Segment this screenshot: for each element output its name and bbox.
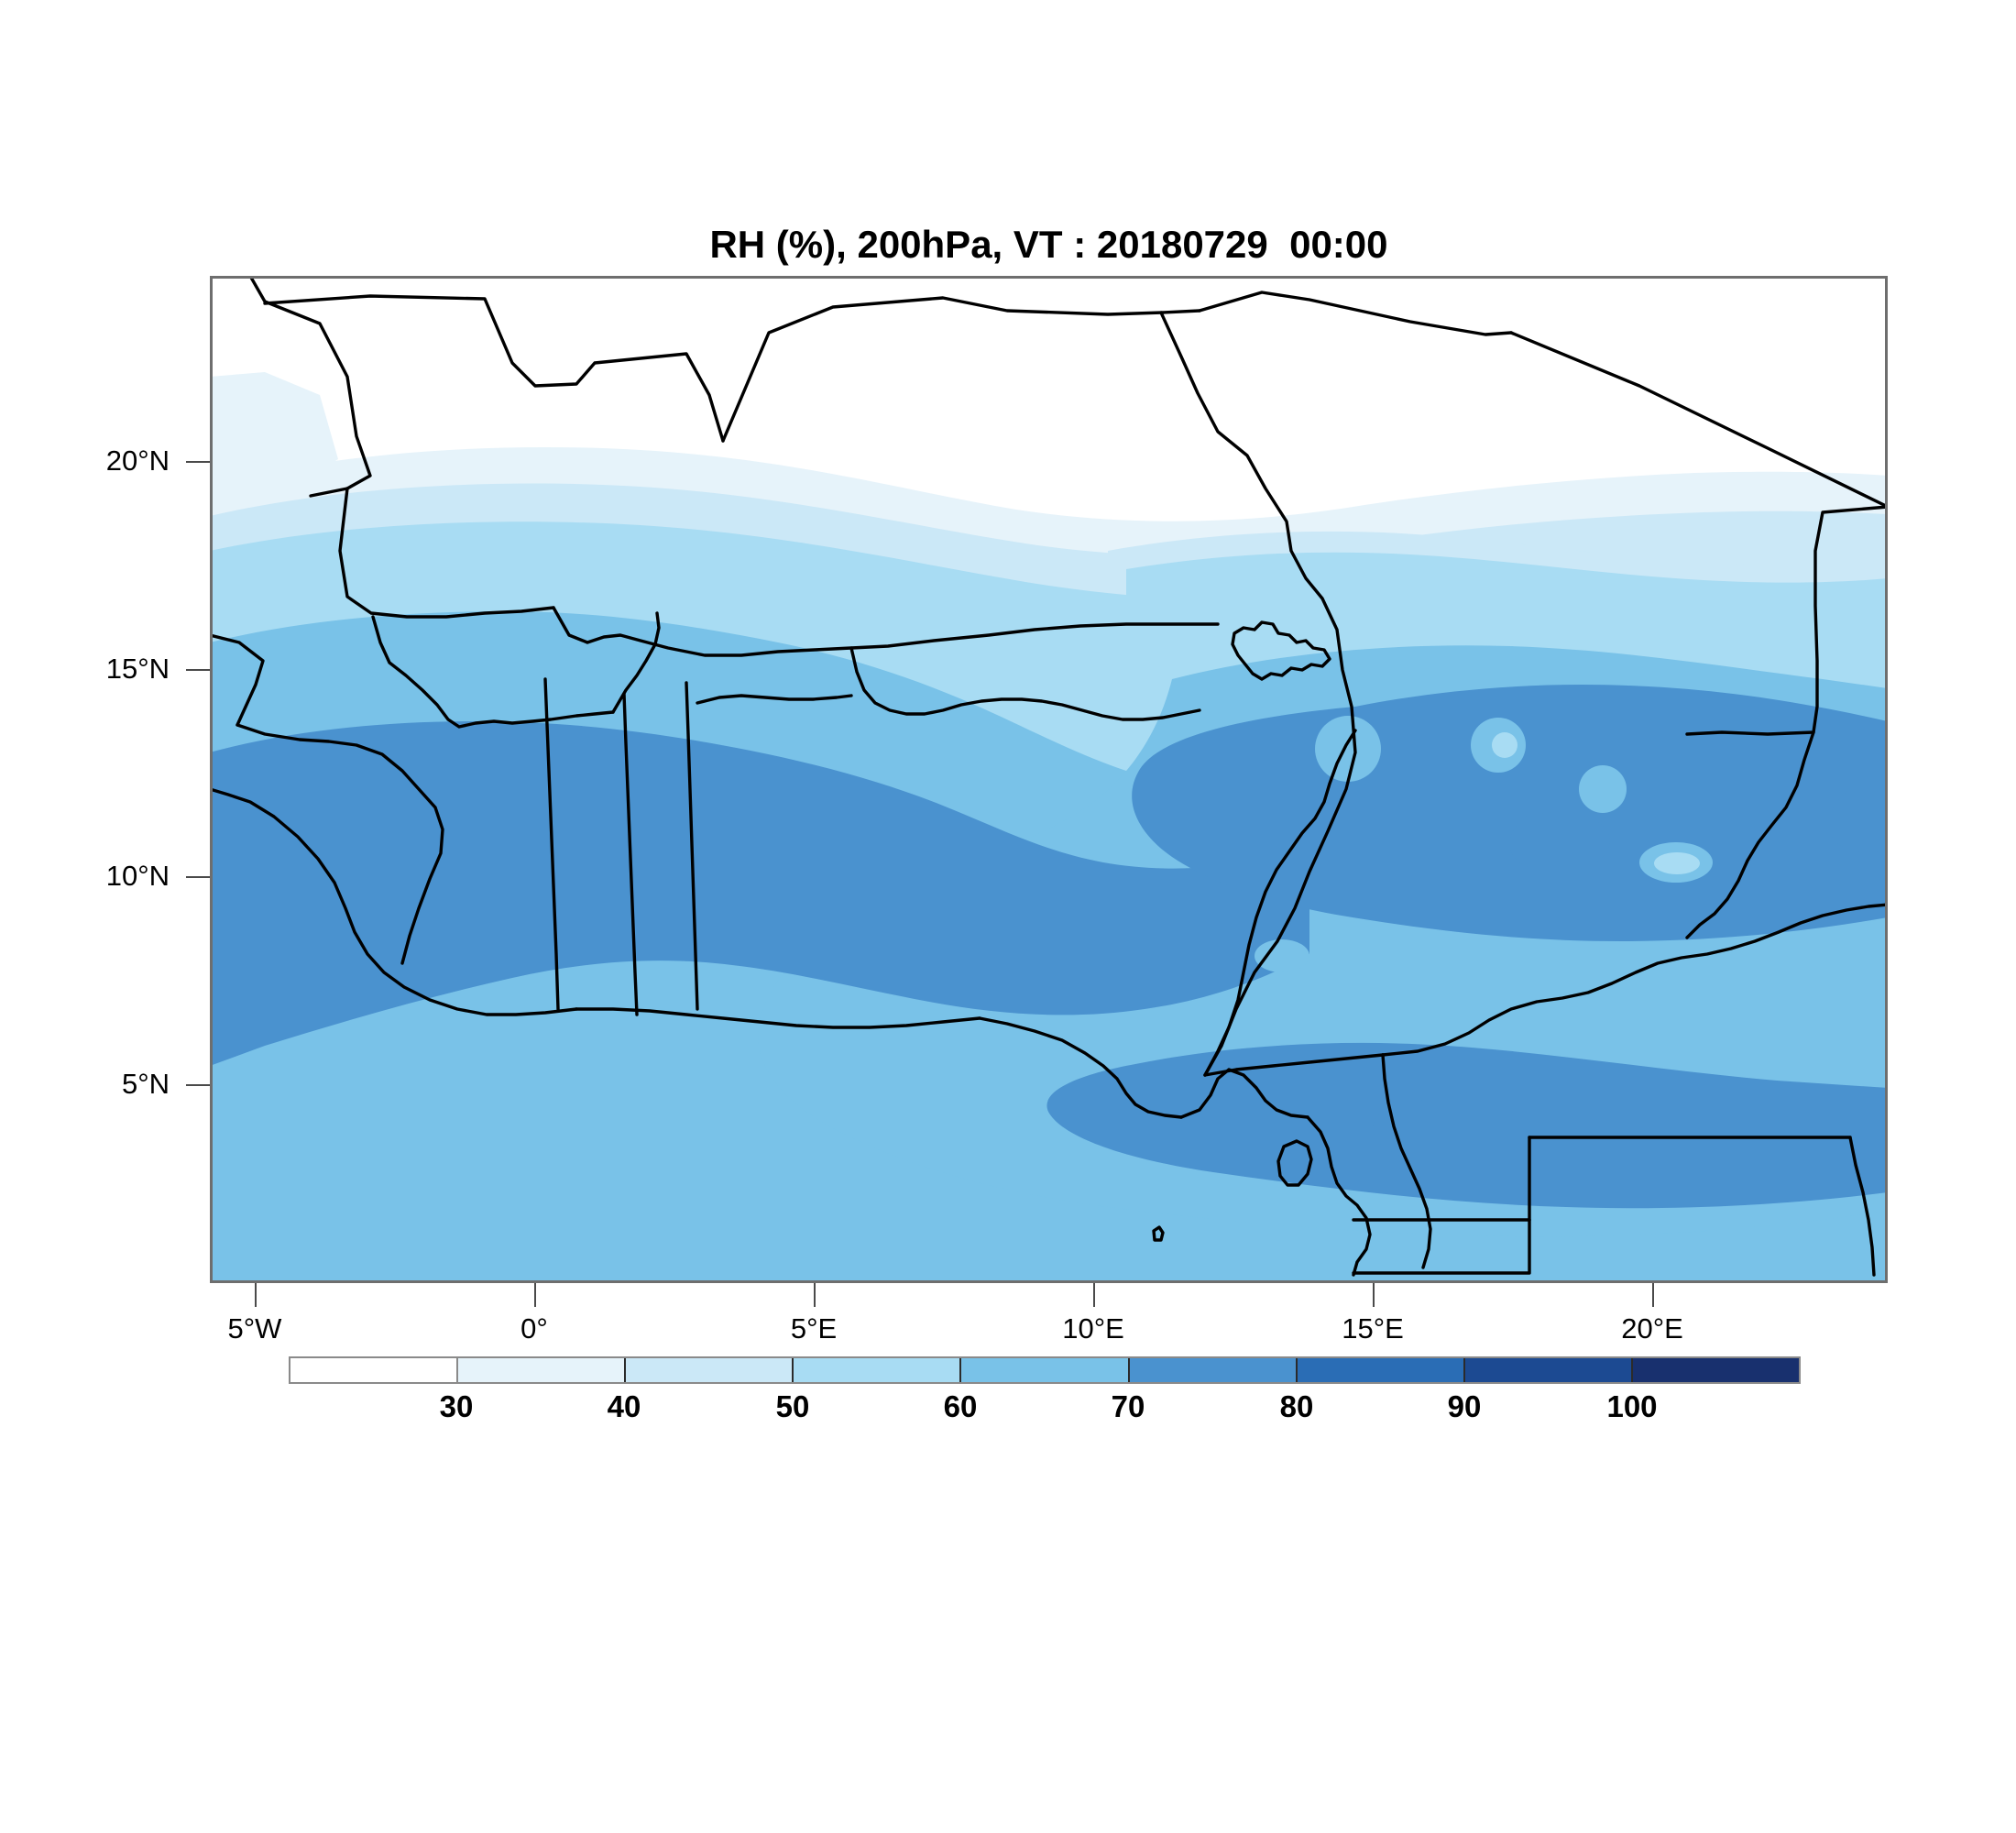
x-tick-5 — [1652, 1283, 1654, 1307]
x-tick-label-0: 0° — [520, 1312, 548, 1345]
colorbar-segment-5 — [1129, 1358, 1298, 1382]
colorbar-label-40: 40 — [607, 1389, 641, 1423]
y-tick-label-20n: 20°N — [105, 445, 170, 477]
colorbar-label-30: 30 — [439, 1389, 474, 1423]
colorbar-segment-8 — [1632, 1358, 1799, 1382]
x-tick-label-10e: 10°E — [1062, 1312, 1124, 1345]
colorbar — [289, 1356, 1801, 1384]
colorbar-label-100: 100 — [1606, 1389, 1658, 1423]
colorbar-label-70: 70 — [1111, 1389, 1145, 1423]
map-plot-area[interactable] — [210, 276, 1888, 1283]
x-tick-3 — [1093, 1283, 1095, 1307]
colorbar-segment-2 — [626, 1358, 794, 1382]
x-tick-2 — [814, 1283, 816, 1307]
y-tick-2 — [186, 876, 210, 878]
x-tick-label-5e: 5°E — [790, 1312, 838, 1345]
colorbar-label-60: 60 — [943, 1389, 978, 1423]
y-tick-3 — [186, 1084, 210, 1086]
y-tick-0 — [186, 461, 210, 463]
y-tick-label-15n: 15°N — [105, 653, 170, 685]
colorbar-segment-6 — [1297, 1358, 1465, 1382]
x-tick-label-15e: 15°E — [1342, 1312, 1404, 1345]
colorbar-label-80: 80 — [1279, 1389, 1314, 1423]
colorbar-segment-4 — [961, 1358, 1130, 1382]
colorbar-segment-0 — [290, 1358, 459, 1382]
x-tick-4 — [1373, 1283, 1375, 1307]
colorbar-label-90: 90 — [1447, 1389, 1482, 1423]
contour-map — [213, 279, 1885, 1280]
colorbar-label-50: 50 — [775, 1389, 810, 1423]
y-tick-1 — [186, 669, 210, 671]
y-tick-label-10n: 10°N — [105, 860, 170, 892]
colorbar-segment-7 — [1464, 1358, 1633, 1382]
x-tick-label-5w: 5°W — [227, 1312, 282, 1345]
y-tick-label-5n: 5°N — [121, 1068, 170, 1100]
page-title: RH (%), 200hPa, VT : 20180729 00:00 — [709, 223, 1388, 266]
x-tick-label-20e: 20°E — [1621, 1312, 1683, 1345]
x-tick-1 — [534, 1283, 536, 1307]
colorbar-segment-3 — [794, 1358, 962, 1382]
colorbar-segment-1 — [458, 1358, 627, 1382]
x-tick-0 — [255, 1283, 257, 1307]
